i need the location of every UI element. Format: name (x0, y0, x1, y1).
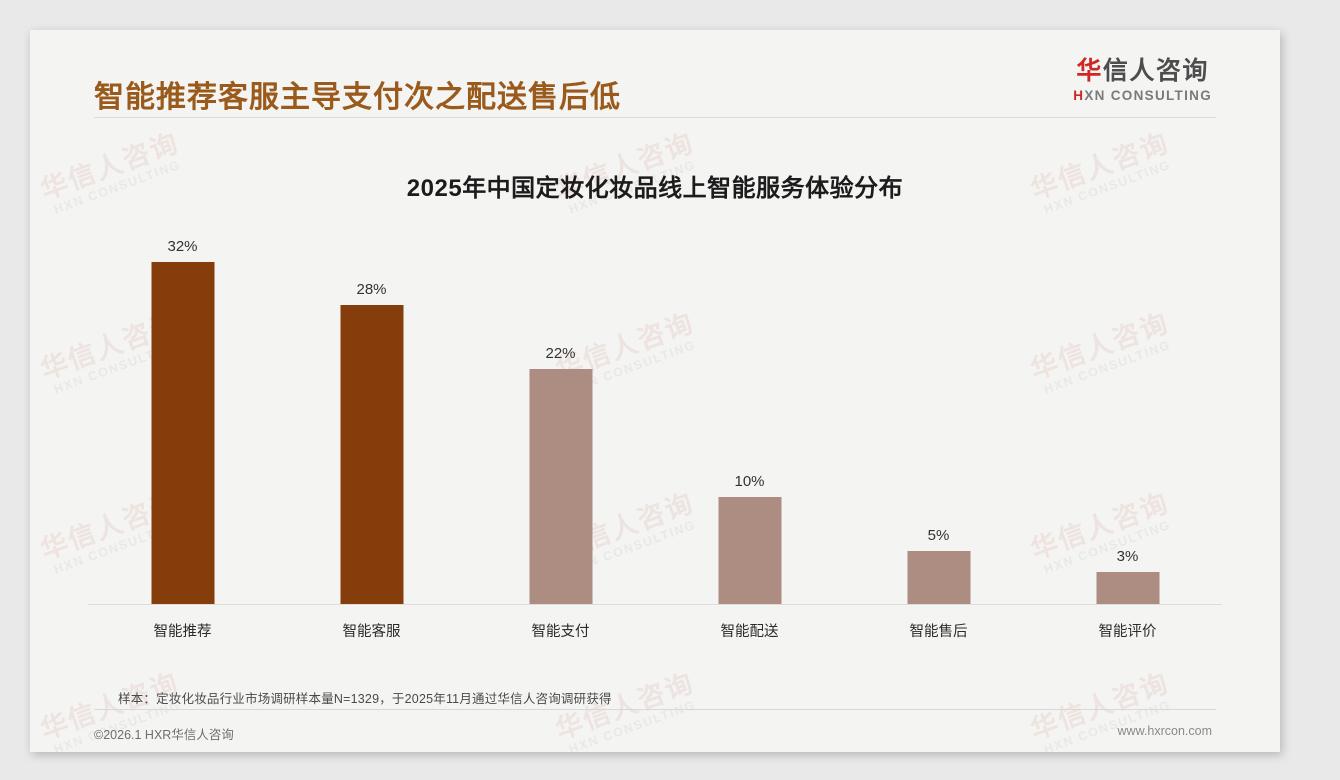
logo-accent-char: 华 (1076, 57, 1103, 85)
footer-divider (94, 709, 1216, 710)
chart-title: 2025年中国定妆化妆品线上智能服务体验分布 (406, 175, 904, 202)
bar-slot: 5% 智能售后 (844, 262, 1033, 640)
bar-category-label: 智能推荐 (153, 624, 212, 640)
bar-value-label: 28% (356, 280, 387, 298)
bar-category-label: 智能配送 (720, 624, 779, 640)
chart-baseline-axis (88, 604, 1222, 605)
bar[interactable]: 3% 智能评价 (1096, 548, 1159, 640)
bar-slot: 3% 智能评价 (1033, 262, 1222, 640)
logo-english-text: HXN CONSULTING (1073, 88, 1212, 103)
bar-value-label: 32% (167, 238, 198, 255)
slide-canvas: 华信人咨询 HXN CONSULTING 华信人咨询 HXN CONSULTING 华信… (30, 30, 1280, 752)
bar-category-label: 智能客服 (342, 624, 401, 640)
bar-chart-plot: 32% 智能推荐 28% 智能客服 22% 智能支付 10% 智能配送 5% 智能售后 3% 智能评价 (88, 226, 1222, 641)
copyright-text: ©2026.1 HXR华信人咨询 (94, 728, 234, 742)
slide-header: 智能推荐客服主导支付次之配送售后低 华信人咨询 HXN CONSULTING (30, 30, 1280, 118)
bar-value-label: 3% (1116, 547, 1139, 565)
logo-chinese-text: 华信人咨询 (1073, 57, 1212, 86)
bar-category-label: 智能支付 (531, 624, 590, 640)
logo-english-accent: H (1073, 87, 1085, 103)
bar-value-label: 22% (545, 344, 576, 362)
bar[interactable]: 5% 智能售后 (907, 527, 970, 640)
bar[interactable]: 28% 智能客服 (340, 281, 403, 640)
bar-slot: 32% 智能推荐 (88, 238, 277, 640)
company-logo: 华信人咨询 HXN CONSULTING (1073, 57, 1212, 103)
website-url[interactable]: www.hxrcon.com (1117, 724, 1212, 738)
bar-slot: 22% 智能支付 (466, 262, 655, 640)
bar-category-label: 智能售后 (909, 624, 968, 640)
header-divider (94, 117, 1216, 118)
page-title: 智能推荐客服主导支付次之配送售后低 (94, 81, 621, 114)
bar-value-label: 5% (927, 526, 950, 544)
bar-slot: 10% 智能配送 (655, 262, 844, 640)
bar[interactable]: 22% 智能支付 (529, 345, 592, 640)
bar[interactable]: 10% 智能配送 (718, 473, 781, 640)
bar[interactable]: 32% 智能推荐 (151, 238, 214, 640)
bar-value-label: 10% (734, 473, 765, 491)
bar-series: 32% 智能推荐 28% 智能客服 22% 智能支付 10% 智能配送 5% 智能售后 3% 智能评价 (88, 238, 1222, 640)
bar-category-label: 智能评价 (1098, 624, 1157, 640)
logo-english-rest: XN CONSULTING (1084, 87, 1212, 103)
chart-area: 2025年中国定妆化妆品线上智能服务体验分布 32% 智能推荐 28% 智能客服 22%… (30, 118, 1280, 678)
slide-footer: ©2026.1 HXR华信人咨询 www.hxrcon.com (30, 714, 1280, 752)
bar-slot: 28% 智能客服 (277, 262, 466, 640)
logo-chinese-rest: 信人咨询 (1102, 57, 1209, 85)
sample-footnote: 样本：定妆化妆品行业市场调研样本量N=1329，于2025年11月通过华信人咨询… (118, 692, 612, 706)
